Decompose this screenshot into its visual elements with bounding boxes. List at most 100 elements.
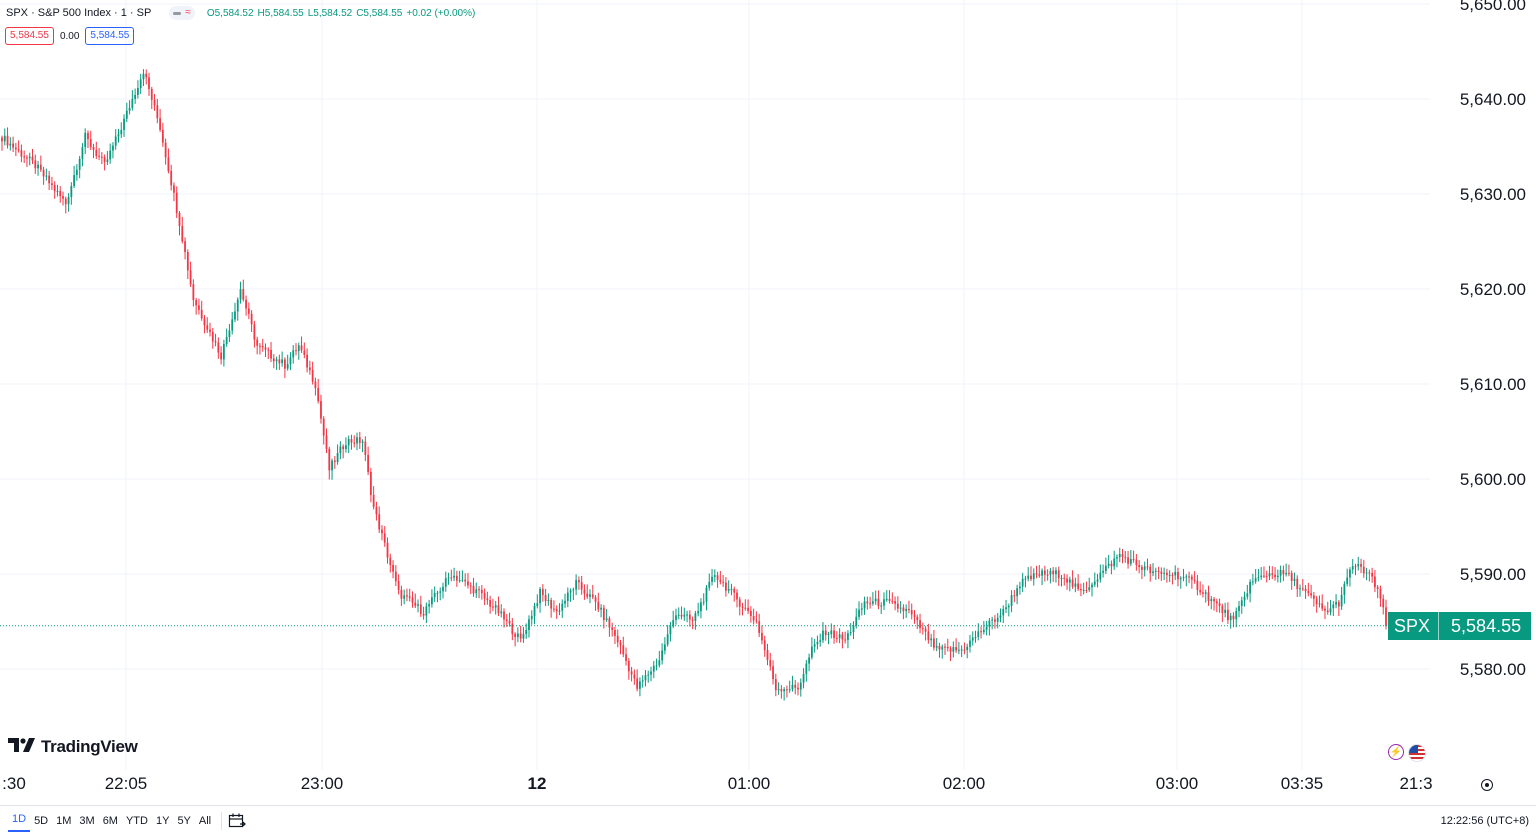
- candle: [1160, 567, 1163, 581]
- candle: [206, 317, 209, 333]
- candle: [988, 618, 991, 636]
- candle: [727, 580, 730, 594]
- candle: [239, 281, 242, 304]
- range-3m-button[interactable]: 3M: [79, 814, 95, 827]
- candle: [1154, 567, 1157, 580]
- candle: [203, 315, 206, 334]
- market-status-indicator[interactable]: ≈: [169, 6, 195, 20]
- candle: [247, 302, 250, 320]
- candle: [281, 351, 284, 367]
- candle: [14, 142, 17, 157]
- candle: [1124, 550, 1127, 563]
- price-axis[interactable]: 5,650.00 5,640.00 5,630.00 5,620.00 5,610.00…: [1460, 0, 1526, 679]
- symbol-legend: SPX · S&P 500 Index · 1 · SP ≈ O5,584.52…: [6, 5, 475, 21]
- us-flag-icon[interactable]: [1408, 744, 1426, 762]
- candle: [53, 181, 56, 199]
- candle: [675, 608, 677, 625]
- price-tick-label: 5,630.00: [1460, 185, 1526, 204]
- range-6m-button[interactable]: 6M: [102, 814, 118, 827]
- time-tick-label: 21:3: [1399, 774, 1432, 793]
- candle: [9, 137, 12, 151]
- lightning-icon[interactable]: ⚡: [1388, 744, 1404, 760]
- candle: [381, 525, 383, 541]
- candle: [436, 590, 439, 603]
- candle: [625, 647, 627, 666]
- candle: [611, 622, 614, 637]
- candle: [952, 641, 955, 658]
- bid-price[interactable]: 5,584.55: [5, 27, 54, 45]
- candle: [783, 687, 786, 701]
- range-1d-button[interactable]: 1D: [8, 810, 31, 832]
- candle: [772, 660, 774, 685]
- candle: [1285, 563, 1288, 577]
- candle: [1335, 594, 1337, 609]
- candle: [663, 637, 666, 655]
- candle: [688, 610, 691, 627]
- candle: [245, 295, 247, 316]
- candle: [1190, 574, 1193, 589]
- candle: [1027, 567, 1030, 582]
- candle: [561, 599, 564, 618]
- ask-price[interactable]: 5,584.55: [85, 27, 135, 45]
- candle: [453, 567, 455, 582]
- candle: [3, 128, 6, 146]
- candle: [514, 632, 517, 647]
- candle: [894, 596, 896, 611]
- candle: [42, 166, 45, 185]
- clock-timezone[interactable]: 12:22:56 (UTC+8): [1440, 815, 1529, 827]
- axis-settings-icon[interactable]: [1481, 779, 1493, 791]
- candle: [1171, 572, 1174, 585]
- candle: [442, 582, 444, 599]
- candle: [1091, 582, 1093, 597]
- candle: [885, 590, 888, 602]
- candle: [23, 150, 26, 163]
- candle: [930, 633, 933, 648]
- candle: [311, 361, 314, 385]
- range-1m-button[interactable]: 1M: [56, 814, 72, 827]
- candle: [722, 574, 725, 587]
- ohlc-close: C5,584.55: [356, 7, 403, 19]
- range-all-button[interactable]: All: [198, 814, 212, 827]
- candle: [827, 631, 830, 645]
- candle: [314, 377, 317, 396]
- price-tag-value: 5,584.55: [1451, 616, 1522, 636]
- candle: [633, 669, 636, 685]
- tradingview-watermark[interactable]: TradingView: [8, 737, 138, 757]
- candle: [331, 458, 333, 480]
- candle: [641, 675, 644, 688]
- candle: [1260, 567, 1263, 580]
- candle: [544, 588, 547, 607]
- range-ytd-button[interactable]: YTD: [125, 814, 148, 827]
- price-chart[interactable]: 5,650.00 5,640.00 5,630.00 5,620.00 5,610.00…: [0, 0, 1536, 805]
- range-5y-button[interactable]: 5Y: [177, 814, 191, 827]
- calendar-range-icon[interactable]: [228, 813, 246, 829]
- candle: [236, 297, 239, 321]
- candle: [1254, 569, 1257, 584]
- candle: [1362, 559, 1365, 578]
- candle: [161, 122, 164, 148]
- candle: [397, 574, 400, 595]
- candle: [1116, 554, 1118, 568]
- candle: [896, 596, 899, 613]
- candle: [905, 604, 908, 618]
- market-status-wave-icon: ≈: [185, 7, 191, 18]
- candle: [600, 604, 602, 618]
- candle: [1088, 577, 1091, 592]
- candle: [483, 588, 486, 606]
- candle: [730, 583, 733, 596]
- candle: [256, 336, 259, 355]
- time-axis[interactable]: :30 22:05 23:00 12 01:00 02:00 03:00 03:35 21:3: [2, 774, 1432, 793]
- symbol-title[interactable]: SPX · S&P 500 Index · 1 · SP: [6, 7, 152, 19]
- candle: [270, 341, 272, 362]
- candle: [1329, 599, 1332, 616]
- range-1y-button[interactable]: 1Y: [155, 814, 170, 827]
- candle: [602, 604, 605, 629]
- candle: [791, 675, 794, 692]
- range-5d-button[interactable]: 5D: [34, 814, 49, 827]
- candle: [891, 592, 894, 605]
- candle: [114, 129, 117, 150]
- candle: [536, 594, 539, 609]
- candle: [1113, 550, 1116, 570]
- candle: [1346, 568, 1349, 587]
- candle: [661, 643, 664, 665]
